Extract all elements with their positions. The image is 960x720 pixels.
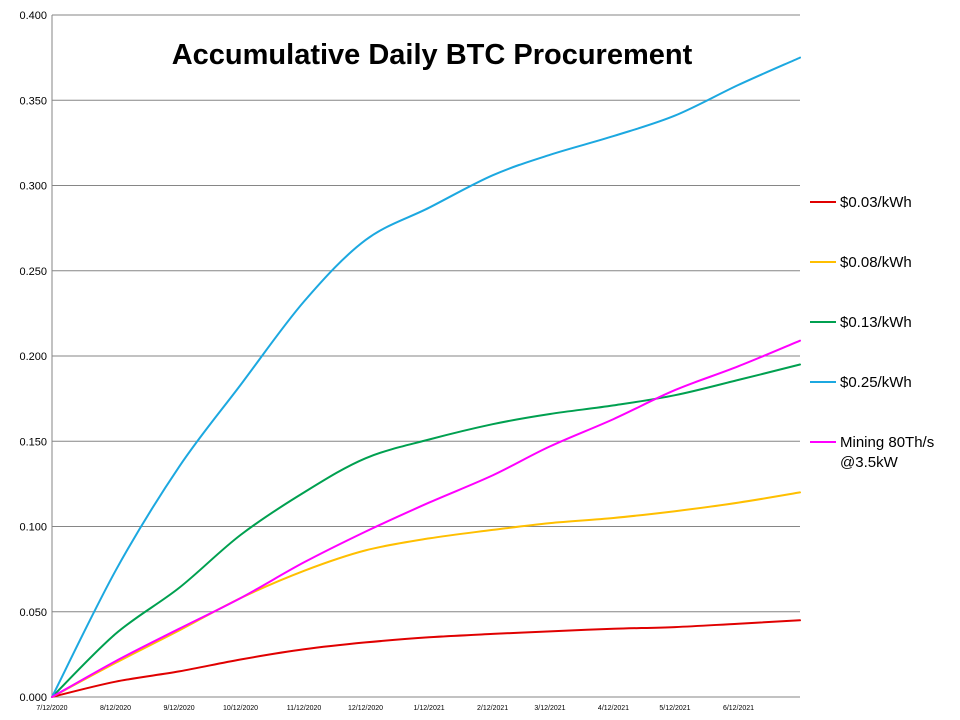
x-tick-label: 8/12/2020 [100, 705, 131, 712]
y-tick-label: 0.300 [19, 181, 47, 193]
x-tick-label: 2/12/2021 [477, 705, 508, 712]
legend-label: $0.08/kWh [840, 254, 912, 271]
x-tick-label: 4/12/2021 [598, 705, 629, 712]
x-axis-ticks: 7/12/2020 8/12/2020 9/12/2020 10/12/2020 11/… [36, 705, 754, 712]
gridlines [51, 14, 800, 698]
x-tick-label: 1/12/2021 [413, 705, 444, 712]
x-tick-label: 3/12/2021 [534, 705, 565, 712]
series-line [51, 619, 801, 698]
legend-label: $0.03/kWh [840, 194, 912, 211]
x-tick-label: 6/12/2021 [723, 705, 754, 712]
x-tick-label: 5/12/2021 [659, 705, 690, 712]
y-tick-label: 0.000 [19, 692, 47, 704]
x-tick-label: 12/12/2020 [348, 705, 383, 712]
x-tick-label: 7/12/2020 [36, 705, 67, 712]
y-tick-label: 0.350 [19, 95, 47, 107]
legend-label: $0.25/kWh [840, 374, 912, 391]
y-tick-label: 0.200 [19, 351, 47, 363]
y-tick-label: 0.100 [19, 522, 47, 534]
x-tick-label: 11/12/2020 [287, 705, 322, 712]
x-tick-label: 9/12/2020 [163, 705, 194, 712]
series-lines [51, 56, 801, 698]
y-tick-label: 0.050 [19, 607, 47, 619]
y-tick-label: 0.250 [19, 266, 47, 278]
y-tick-label: 0.400 [19, 10, 47, 22]
series-line [51, 56, 801, 698]
y-axis-ticks: 0.000 0.050 0.100 0.150 0.200 0.250 0.300 0.350… [19, 10, 47, 704]
legend: $0.03/kWh $0.08/kWh $0.13/kWh $0.25/kWh Mini… [810, 194, 934, 471]
chart-title: Accumulative Daily BTC Procurement [172, 39, 693, 71]
x-tick-label: 10/12/2020 [223, 705, 258, 712]
series-line [51, 491, 801, 698]
y-tick-label: 0.150 [19, 436, 47, 448]
legend-label: $0.13/kWh [840, 314, 912, 331]
series-line [51, 363, 801, 698]
series-line [51, 339, 801, 698]
legend-label: Mining 80Th/s @3.5kW [840, 434, 934, 471]
